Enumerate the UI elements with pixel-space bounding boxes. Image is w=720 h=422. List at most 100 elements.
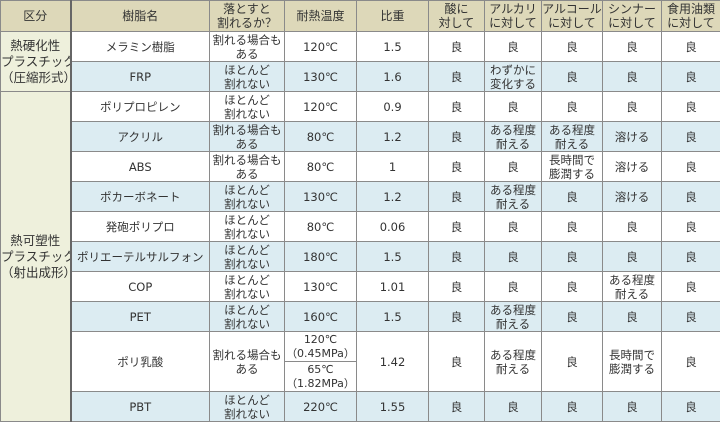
resin-name-cell: ポリエーテルサルフォン bbox=[70, 241, 210, 272]
alkali-resistance-cell: 良 bbox=[484, 91, 542, 122]
heat-resistance-cell: 80℃ bbox=[284, 211, 357, 242]
resin-name-cell: アクリル bbox=[70, 121, 210, 152]
drop-breakage-line: ほとんど bbox=[224, 272, 270, 287]
category-label-line: プラスチック bbox=[1, 53, 71, 69]
alcohol-resistance-cell: 良 bbox=[541, 91, 603, 122]
edible-oil-resistance-cell: 良 bbox=[661, 121, 720, 152]
alkali-resistance-line: ある程度 bbox=[490, 302, 536, 317]
specific-gravity-cell: 0.9 bbox=[356, 91, 429, 122]
edible-oil-resistance-cell: 良 bbox=[661, 391, 720, 422]
thinner-resistance-line: 長時間で bbox=[609, 347, 655, 362]
category-label-line: 熱硬化性 bbox=[10, 37, 61, 53]
heat-resistance-cell: 130℃ bbox=[284, 181, 357, 212]
heat-resistance-line: 80℃ bbox=[306, 219, 335, 234]
edible-oil-resistance-line: 良 bbox=[685, 279, 697, 294]
thinner-resistance-line: 良 bbox=[626, 39, 638, 54]
drop-breakage-line: 割れない bbox=[224, 256, 270, 271]
alcohol-resistance-line: 良 bbox=[566, 39, 578, 54]
thinner-resistance-cell: 良 bbox=[602, 31, 662, 62]
heat-resistance-line: （1.82MPa） bbox=[286, 376, 355, 390]
alcohol-resistance-line: 膨潤する bbox=[549, 166, 595, 181]
specific-gravity-cell: 1.5 bbox=[356, 241, 429, 272]
header-drop-breakage-line: 落とすと bbox=[223, 2, 271, 16]
alkali-resistance-line: 良 bbox=[507, 249, 519, 264]
drop-breakage-line: ほとんど bbox=[224, 92, 270, 107]
category-label-line: プラスチック bbox=[1, 248, 71, 264]
edible-oil-resistance-cell: 良 bbox=[661, 241, 720, 272]
drop-breakage-cell: ほとんど 割れない bbox=[209, 211, 285, 242]
alkali-resistance-line: 良 bbox=[507, 399, 519, 414]
edible-oil-resistance-line: 良 bbox=[685, 219, 697, 234]
acid-resistance-cell: 良 bbox=[428, 31, 485, 62]
alkali-resistance-cell: 良 bbox=[484, 151, 542, 182]
alcohol-resistance-line: 良 bbox=[566, 219, 578, 234]
drop-breakage-line: ほとんど bbox=[224, 392, 270, 407]
alcohol-resistance-cell: 長時間で 膨潤する bbox=[541, 151, 603, 182]
alcohol-resistance-line: ある程度 bbox=[549, 122, 595, 137]
thinner-resistance-cell: 良 bbox=[602, 241, 662, 272]
heat-resistance-cell: 120℃ bbox=[284, 91, 357, 122]
heat-resistance-cell: 80℃ bbox=[284, 121, 357, 152]
header-alcohol-resistance-line: アルコール bbox=[542, 2, 602, 16]
alcohol-resistance-line: 良 bbox=[566, 309, 578, 324]
table-row: COP ほとんど 割れない 130℃ 1.01 良良良ある程度 耐える良 bbox=[1, 271, 720, 302]
category-label-line: （射出成形） bbox=[1, 264, 71, 280]
alcohol-resistance-line: 長時間で bbox=[549, 152, 595, 167]
table-row: 65℃ （1.82MPa） bbox=[1, 361, 720, 392]
header-alcohol-resistance-line: に対して bbox=[548, 16, 596, 30]
edible-oil-resistance-line: 良 bbox=[685, 399, 697, 414]
table-row: 熱可塑性 プラスチック （射出成形） ポリプロピレン ほとんど 割れない 120℃ 0.9 良良… bbox=[0, 91, 720, 422]
edible-oil-resistance-cell: 良 bbox=[661, 301, 720, 332]
header-acid-resistance-line: 対して bbox=[438, 16, 475, 30]
drop-breakage-line: ほとんど bbox=[224, 182, 270, 197]
drop-breakage-line: ほとんど bbox=[224, 302, 270, 317]
alcohol-resistance-cell: 良 bbox=[541, 181, 603, 212]
acid-resistance-cell: 良 bbox=[428, 301, 485, 332]
drop-breakage-line: 割れない bbox=[224, 106, 270, 121]
heat-resistance-cell: 65℃ （1.82MPa） bbox=[284, 361, 357, 392]
heat-resistance-cell: 160℃ bbox=[284, 301, 357, 332]
drop-breakage-line: ほとんど bbox=[224, 62, 270, 77]
drop-breakage-cell: ほとんど 割れない bbox=[209, 271, 285, 302]
edible-oil-resistance-line: 良 bbox=[685, 189, 697, 204]
acid-resistance-line: 良 bbox=[450, 219, 463, 234]
alkali-resistance-line: 耐える bbox=[495, 361, 531, 376]
drop-breakage-line: ほとんど bbox=[224, 242, 270, 257]
alkali-resistance-cell: 良 bbox=[484, 271, 542, 302]
drop-breakage-line: 割れない bbox=[224, 196, 270, 211]
alcohol-resistance-cell: ある程度 耐える bbox=[541, 121, 603, 152]
table-row: ポリエーテルサルフォン ほとんど 割れない 180℃ 1.5 良 良 良 良 良 bbox=[1, 241, 720, 272]
heat-resistance-cell: 120℃ （0.45MPa） bbox=[284, 331, 357, 362]
alcohol-resistance-line: 耐える bbox=[554, 136, 590, 151]
thinner-resistance-line: 膨潤する bbox=[609, 361, 655, 376]
header-alcohol-resistance: アルコール に対して bbox=[541, 0, 603, 32]
specific-gravity-cell: 1.2 bbox=[356, 181, 429, 212]
specific-gravity-cell: 0.06 bbox=[356, 211, 429, 242]
acid-resistance-cell: 良 bbox=[428, 211, 485, 242]
header-specific-gravity-line: 比重 bbox=[380, 9, 405, 23]
resin-name-cell: PET bbox=[70, 301, 210, 332]
alkali-resistance-line: 耐える bbox=[495, 136, 531, 151]
alkali-resistance-line: 良 bbox=[507, 219, 519, 234]
alkali-resistance-line: ある程度 bbox=[490, 122, 536, 137]
alkali-resistance-cell: わずかに 変化する bbox=[484, 61, 542, 92]
thinner-resistance-line: 溶ける bbox=[614, 129, 650, 144]
heat-resistance-cell: 220℃ bbox=[284, 391, 357, 422]
table-row: PBT ほとんど 割れない 220℃ 1.55 良良良良良 bbox=[1, 391, 720, 422]
edible-oil-resistance-cell: 良 bbox=[661, 61, 720, 92]
acid-resistance-cell: 良 bbox=[428, 391, 485, 422]
resin-name-cell: ABS bbox=[70, 151, 210, 182]
edible-oil-resistance-cell: 良 bbox=[661, 91, 720, 122]
acid-resistance-line: 良 bbox=[450, 249, 463, 264]
header-specific-gravity: 比重 bbox=[356, 0, 429, 32]
heat-resistance-line: 130℃ bbox=[303, 69, 338, 84]
resin-name-cell: ポカーボネート bbox=[70, 181, 210, 212]
drop-breakage-line: ある bbox=[235, 136, 259, 151]
edible-oil-resistance-line: 良 bbox=[685, 99, 697, 114]
thinner-resistance-cell: 溶ける bbox=[602, 121, 662, 152]
alcohol-resistance-cell: 良 bbox=[541, 211, 603, 242]
alcohol-resistance-line: 良 bbox=[566, 99, 578, 114]
drop-breakage-cell: ほとんど 割れない bbox=[209, 181, 285, 212]
thinner-resistance-cell: 溶ける bbox=[602, 151, 662, 182]
